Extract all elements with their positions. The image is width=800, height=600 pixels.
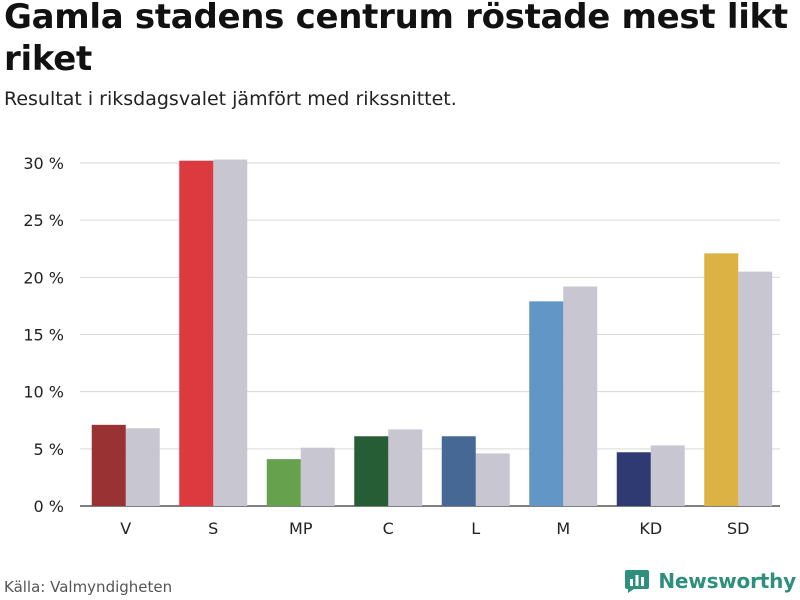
- y-tick-label: 10 %: [23, 383, 64, 402]
- result-bar-sd: [704, 253, 739, 506]
- y-tick-label: 25 %: [23, 211, 64, 230]
- x-tick-label: L: [471, 519, 480, 538]
- chart-title: Gamla stadens centrum röstade mest likt …: [4, 0, 788, 79]
- result-bar-c: [354, 436, 389, 506]
- result-bar-mp: [266, 459, 301, 506]
- x-tick-label: KD: [639, 519, 662, 538]
- national-average-bar-mp: [300, 447, 335, 506]
- result-bar-m: [529, 301, 564, 506]
- national-average-bar-l: [475, 453, 510, 506]
- y-tick-label: 5 %: [34, 440, 64, 459]
- bar-chart-logo-icon: [625, 570, 650, 593]
- y-tick-label: 0 %: [34, 497, 64, 516]
- y-tick-label: 20 %: [23, 268, 64, 287]
- national-average-bar-sd: [738, 271, 773, 506]
- x-tick-label: SD: [727, 519, 749, 538]
- result-bar-l: [441, 436, 476, 506]
- y-tick-label: 30 %: [23, 154, 64, 173]
- bar-chart: 0 % 5 % 10 % 15 % 20 % 25 % 30 % V S MP C L M KD SD: [23, 154, 780, 538]
- y-tick-label: 15 %: [23, 326, 64, 345]
- tick-labels: 0 % 5 % 10 % 15 % 20 % 25 % 30 % V S MP C L M KD SD: [23, 154, 749, 538]
- x-tick-label: S: [208, 519, 218, 538]
- x-tick-label: C: [383, 519, 394, 538]
- x-tick-label: V: [120, 519, 131, 538]
- national-average-bar-c: [388, 429, 423, 506]
- national-average-bar-kd: [650, 445, 685, 506]
- source-note: Källa: Valmyndigheten: [4, 578, 173, 596]
- brand-logo: Newsworthy: [624, 568, 796, 594]
- chart-subtitle: Resultat i riksdagsvalet jämfört med rik…: [4, 88, 457, 110]
- national-average-bar-v: [125, 428, 160, 506]
- result-bar-kd: [616, 452, 651, 506]
- national-average-bar-s: [213, 159, 248, 506]
- bars: [91, 159, 773, 507]
- x-tick-label: MP: [289, 519, 313, 538]
- result-bar-s: [179, 160, 214, 507]
- x-tick-label: M: [556, 519, 570, 538]
- national-average-bar-m: [563, 286, 598, 506]
- result-bar-v: [91, 424, 126, 506]
- brand-name: Newsworthy: [658, 569, 796, 593]
